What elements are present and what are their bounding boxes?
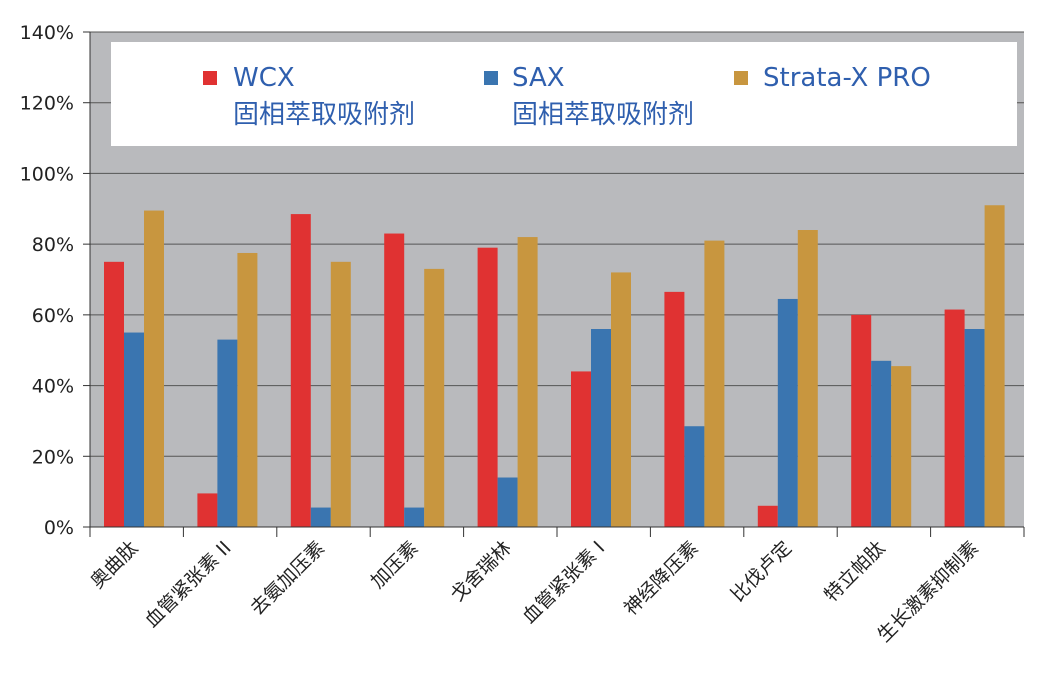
legend-label-sax-line2: 固相萃取吸附剂	[512, 100, 694, 130]
bar	[664, 291, 685, 527]
bar	[404, 507, 425, 527]
y-tick-label: 140%	[20, 22, 74, 44]
bar	[871, 360, 892, 527]
bar	[704, 240, 725, 527]
x-tick-label: 特立帕肽	[820, 537, 889, 606]
x-tick-label: 奥曲肽	[86, 537, 142, 593]
bar	[611, 272, 631, 527]
legend: WCX 固相萃取吸附剂 SAX 固相萃取吸附剂 Strata-X PRO	[111, 42, 1017, 146]
bar	[290, 214, 311, 527]
y-axis-tick-labels: 0% 20% 40% 60% 80% 100% 120% 140%	[20, 22, 74, 539]
x-tick-label: 加压素	[367, 537, 423, 593]
bar	[964, 329, 985, 527]
y-tick-label: 120%	[20, 93, 74, 115]
bar	[217, 339, 238, 527]
bar	[104, 261, 124, 527]
bar	[477, 247, 498, 527]
legend-box	[111, 42, 1017, 146]
bar	[591, 329, 611, 527]
y-tick-label: 20%	[32, 446, 74, 468]
bar	[144, 210, 164, 527]
bar	[310, 507, 331, 527]
bar	[517, 237, 538, 528]
y-tick-label: 40%	[32, 376, 74, 398]
bar	[384, 233, 405, 528]
legend-swatch-strata-x-pro	[734, 71, 748, 85]
x-tick-label: 血管紧张素 II	[141, 537, 236, 632]
x-tick-label: 比伐卢定	[727, 537, 796, 606]
bar	[797, 230, 818, 527]
x-axis-tick-labels: 奥曲肽血管紧张素 II 去氨加压素 加压素 戈舍瑞林 血管紧张素 I 神经降压素 比伐卢定特…	[86, 537, 982, 647]
axes	[89, 32, 1025, 537]
bar	[851, 314, 872, 527]
legend-label-sax: SAX	[512, 63, 565, 93]
x-tick-label: 血管紧张素 I	[518, 537, 609, 628]
legend-label-wcx-line2: 固相萃取吸附剂	[233, 100, 415, 130]
bar	[197, 493, 218, 527]
x-tick-label: 神经降压素	[620, 537, 703, 620]
bar	[984, 205, 1005, 527]
bar	[124, 332, 144, 527]
legend-swatch-sax	[484, 71, 498, 85]
bar	[684, 426, 705, 527]
legend-label-strata-x-pro: Strata-X PRO	[763, 63, 931, 93]
bars	[104, 205, 1005, 528]
legend-label-wcx: WCX	[233, 63, 295, 93]
x-tick-label: 生长激素抑制素	[873, 537, 983, 647]
bar	[891, 366, 912, 527]
bar	[237, 252, 258, 527]
bar	[330, 261, 351, 527]
y-tick-label: 80%	[32, 234, 74, 256]
y-tick-label: 0%	[44, 517, 74, 539]
bar	[757, 505, 778, 527]
bar	[571, 371, 591, 527]
y-tick-label: 100%	[20, 163, 74, 185]
x-tick-label: 戈舍瑞林	[447, 537, 516, 606]
bar	[424, 268, 445, 527]
bar	[944, 309, 965, 527]
bar	[497, 477, 518, 527]
x-tick-label: 去氨加压素	[246, 537, 329, 620]
y-tick-label: 60%	[32, 305, 74, 327]
bar	[777, 298, 798, 527]
legend-swatch-wcx	[203, 71, 217, 85]
